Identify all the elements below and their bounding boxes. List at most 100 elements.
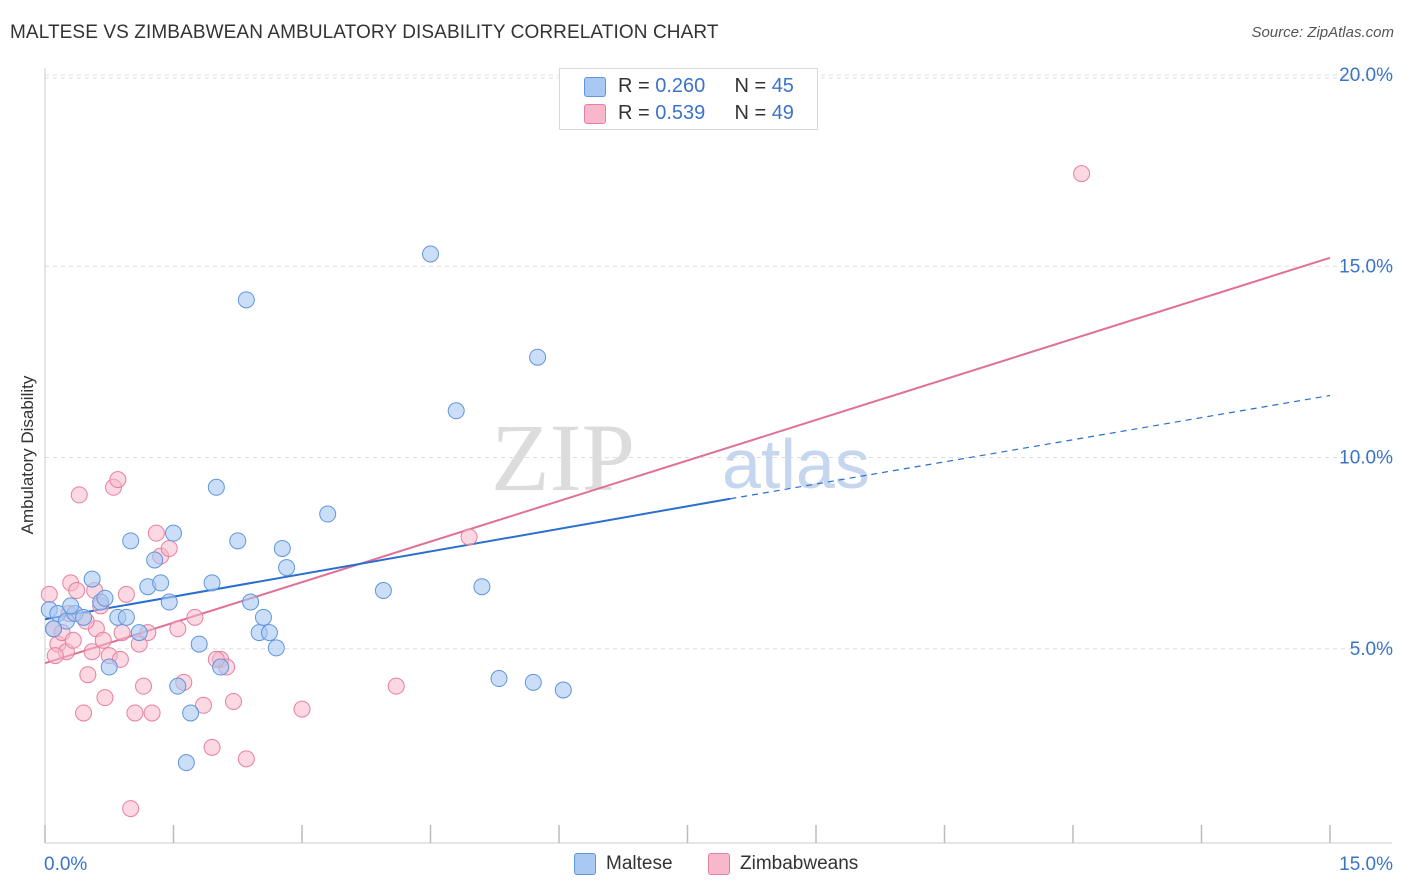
data-points bbox=[40, 165, 1091, 818]
point-zimbabweans bbox=[194, 696, 212, 714]
legend: R = 0.260 N = 45 R = 0.539 N = 49 bbox=[559, 68, 818, 130]
point-maltese bbox=[229, 532, 247, 550]
x-tick-label: 0.0% bbox=[44, 854, 87, 875]
point-maltese bbox=[130, 624, 148, 642]
y-tick-label: 15.0% bbox=[1339, 256, 1393, 277]
point-maltese bbox=[207, 478, 225, 496]
point-maltese bbox=[203, 574, 221, 592]
legend-r-value: 0.260 bbox=[655, 75, 706, 97]
point-maltese bbox=[182, 704, 200, 722]
point-maltese bbox=[122, 532, 140, 550]
point-maltese bbox=[278, 559, 296, 577]
point-maltese bbox=[374, 582, 392, 600]
x-tick-label: 15.0% bbox=[1339, 854, 1393, 875]
trendline-zimbabweans bbox=[44, 256, 1331, 665]
point-zimbabweans bbox=[1073, 165, 1091, 183]
bottom-legend-swatch-zimbabweans bbox=[708, 853, 730, 875]
point-maltese bbox=[96, 589, 114, 607]
point-maltese bbox=[524, 673, 542, 691]
bottom-legend-swatch-maltese bbox=[574, 853, 596, 875]
point-maltese bbox=[146, 551, 164, 569]
point-maltese bbox=[160, 593, 178, 611]
point-maltese bbox=[554, 681, 572, 699]
point-zimbabweans bbox=[75, 704, 93, 722]
point-maltese bbox=[422, 245, 439, 263]
tick-labels: 5.0% 10.0% 15.0% 20.0% 0.0% 15.0% bbox=[44, 65, 1393, 875]
point-maltese bbox=[83, 570, 101, 588]
point-maltese bbox=[169, 677, 187, 695]
point-zimbabweans bbox=[68, 582, 86, 600]
point-maltese bbox=[529, 348, 547, 366]
y-tick-label: 5.0% bbox=[1350, 639, 1393, 660]
point-zimbabweans bbox=[147, 524, 165, 542]
point-zimbabweans bbox=[122, 800, 140, 818]
point-maltese bbox=[447, 402, 465, 420]
point-maltese bbox=[319, 505, 337, 523]
point-zimbabweans bbox=[70, 486, 88, 504]
source-label: Source: ZipAtlas.com bbox=[1251, 24, 1394, 41]
point-zimbabweans bbox=[83, 643, 101, 661]
point-zimbabweans bbox=[79, 666, 97, 684]
point-maltese bbox=[260, 624, 278, 642]
point-maltese bbox=[45, 620, 63, 638]
bottom-legend-label-maltese: Maltese bbox=[606, 853, 673, 874]
point-zimbabweans bbox=[224, 692, 242, 710]
point-zimbabweans bbox=[109, 471, 127, 489]
chart-title: MALTESE VS ZIMBABWEAN AMBULATORY DISABIL… bbox=[10, 22, 719, 43]
legend-n-label: N = bbox=[734, 102, 772, 124]
y-tick-label: 20.0% bbox=[1339, 65, 1393, 86]
point-maltese bbox=[100, 658, 118, 676]
point-maltese bbox=[75, 608, 93, 626]
point-zimbabweans bbox=[94, 631, 112, 649]
legend-swatch-maltese bbox=[584, 77, 606, 97]
point-zimbabweans bbox=[135, 677, 153, 695]
point-zimbabweans bbox=[64, 631, 82, 649]
trendline-maltese bbox=[44, 497, 731, 621]
point-maltese bbox=[62, 597, 80, 615]
trendline-maltese-extension bbox=[730, 394, 1331, 500]
bottom-legend-label-zimbabweans: Zimbabweans bbox=[740, 853, 859, 874]
point-maltese bbox=[473, 578, 491, 596]
trendlines bbox=[44, 256, 1331, 665]
point-zimbabweans bbox=[160, 539, 178, 557]
point-zimbabweans bbox=[460, 528, 478, 546]
point-maltese bbox=[242, 593, 260, 611]
point-zimbabweans bbox=[126, 704, 144, 722]
point-maltese bbox=[117, 608, 135, 626]
point-zimbabweans bbox=[387, 677, 405, 695]
point-zimbabweans bbox=[169, 620, 187, 638]
watermark-atlas: atlas bbox=[722, 425, 870, 503]
point-maltese bbox=[273, 539, 291, 557]
point-zimbabweans bbox=[96, 689, 114, 707]
point-maltese bbox=[152, 574, 170, 592]
point-zimbabweans bbox=[113, 624, 131, 642]
point-zimbabweans bbox=[117, 585, 135, 603]
legend-n-label: N = bbox=[734, 75, 772, 97]
legend-r-label: R = bbox=[618, 75, 656, 97]
axes bbox=[44, 68, 1392, 844]
point-zimbabweans bbox=[186, 608, 204, 626]
point-maltese bbox=[254, 608, 272, 626]
point-maltese bbox=[267, 639, 285, 657]
y-tick-label: 10.0% bbox=[1339, 448, 1393, 469]
watermark-zip: ZIP bbox=[491, 404, 635, 511]
y-axis-label: Ambulatory Disability bbox=[18, 375, 37, 535]
point-maltese bbox=[165, 524, 182, 542]
point-zimbabweans bbox=[237, 750, 255, 768]
legend-n-value: 45 bbox=[771, 75, 794, 97]
legend-r-value: 0.539 bbox=[655, 102, 706, 124]
point-maltese bbox=[212, 658, 230, 676]
legend-r-label: R = bbox=[618, 102, 656, 124]
point-zimbabweans bbox=[143, 704, 161, 722]
grid-lines bbox=[45, 74, 1392, 650]
legend-swatch-zimbabweans bbox=[584, 104, 606, 124]
point-zimbabweans bbox=[203, 738, 221, 756]
point-zimbabweans bbox=[46, 647, 64, 665]
point-maltese bbox=[177, 754, 195, 772]
watermark: ZIP atlas bbox=[491, 404, 870, 511]
point-maltese bbox=[237, 291, 255, 309]
point-zimbabweans bbox=[293, 700, 311, 718]
point-maltese bbox=[490, 670, 508, 688]
point-maltese bbox=[190, 635, 208, 653]
